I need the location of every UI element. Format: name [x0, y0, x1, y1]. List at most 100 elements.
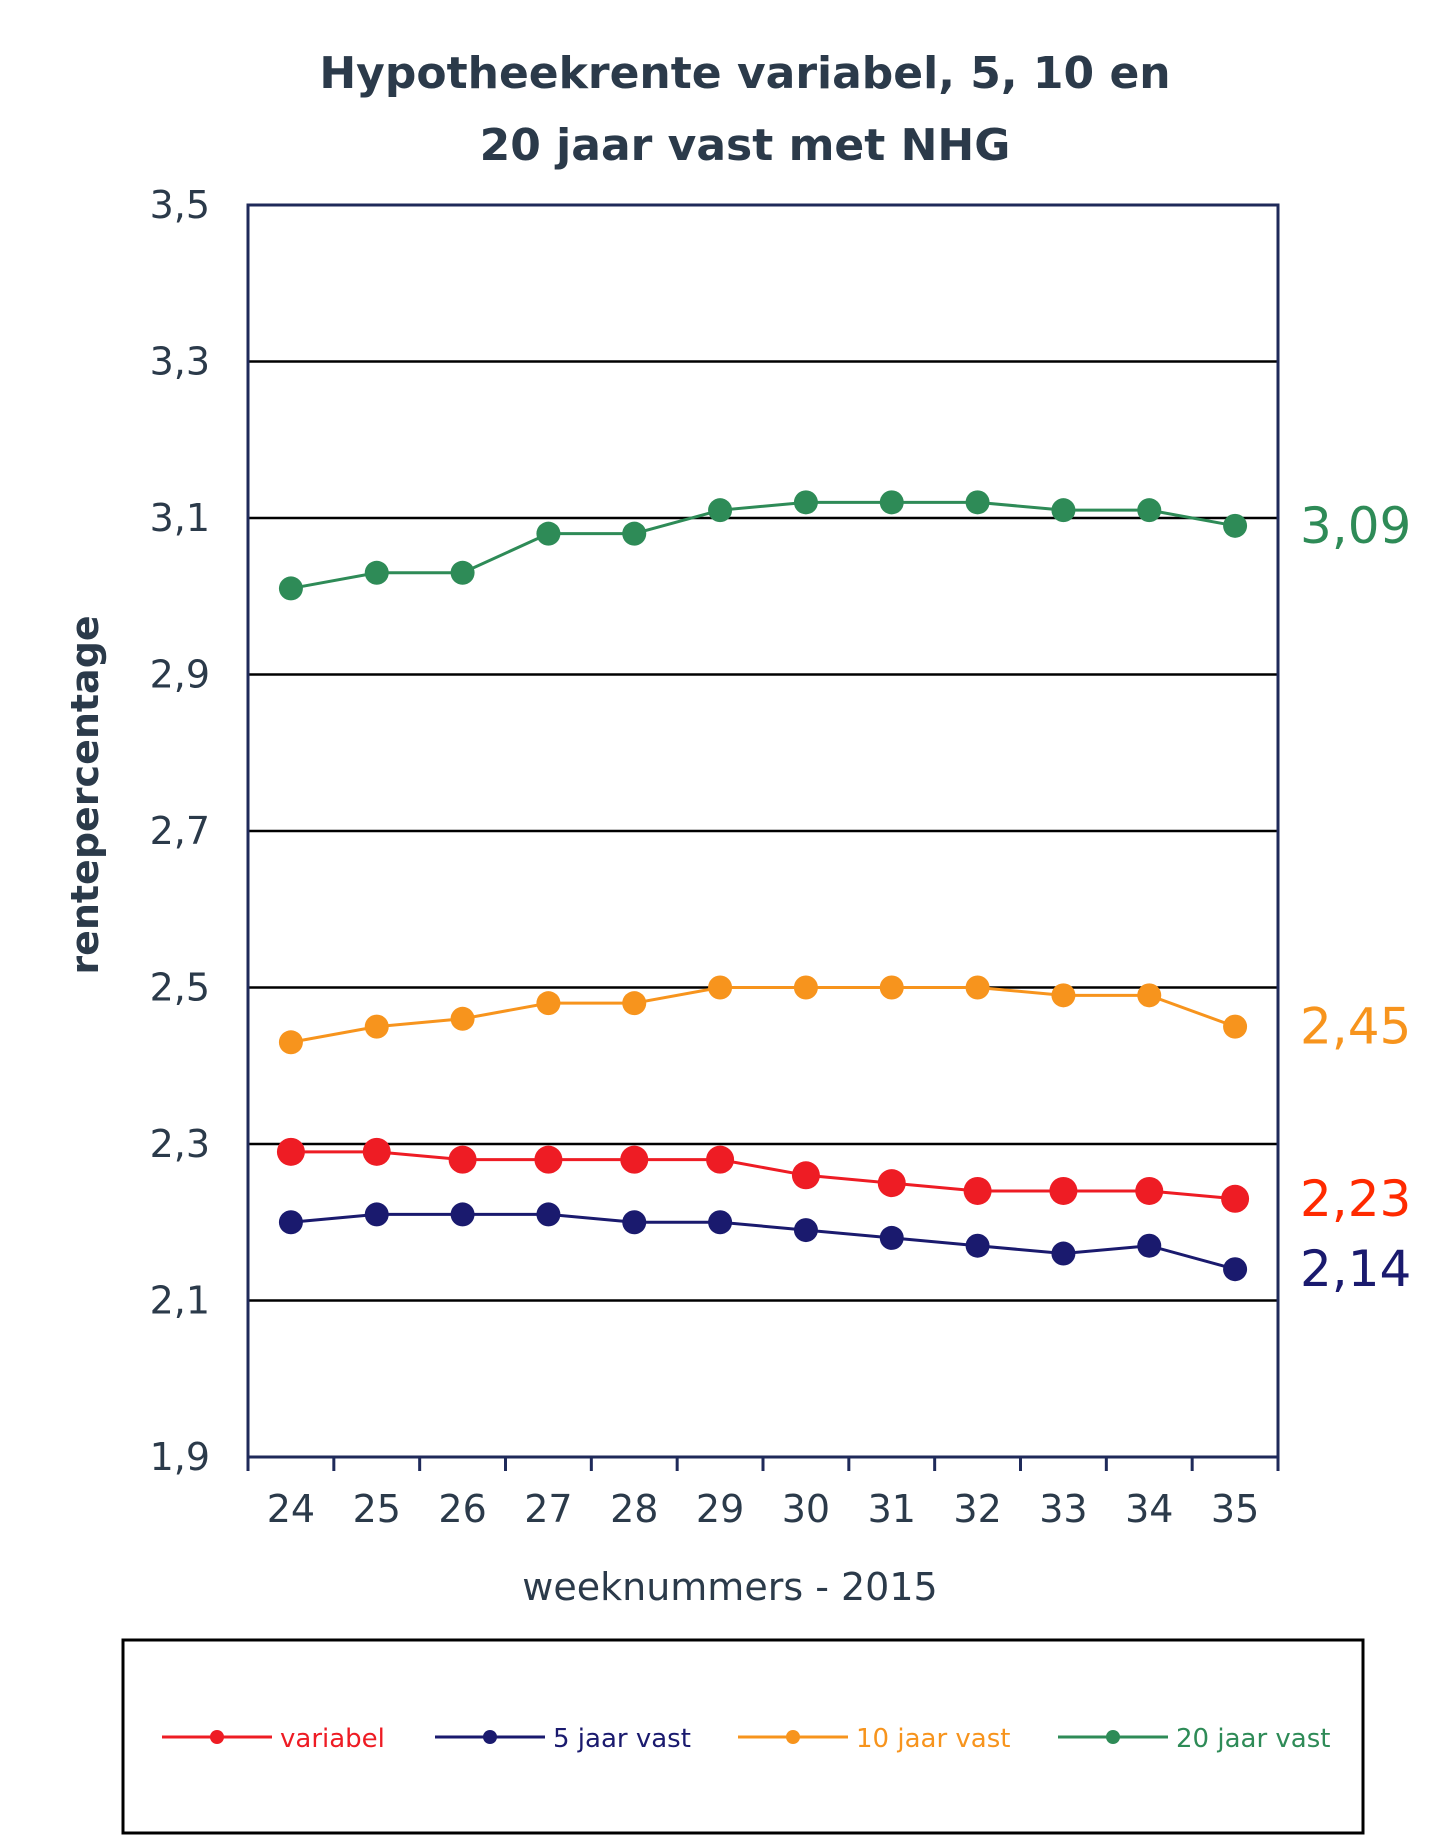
x-tick-label: 35 [1211, 1487, 1259, 1531]
y-tick-label: 2,5 [150, 966, 210, 1010]
data-point [965, 975, 990, 1000]
series-20-jaar-vast [278, 490, 1248, 601]
data-point [1223, 513, 1248, 538]
data-point [1137, 983, 1162, 1008]
x-tick-label: 34 [1125, 1487, 1173, 1531]
data-point [965, 490, 990, 515]
x-axis-ticks: 24 25 26 27 28 29 30 31 32 33 34 35 [246, 1457, 1280, 1531]
end-value-label: 2,23 [1300, 1170, 1411, 1228]
data-point [877, 1169, 906, 1198]
x-tick-label: 30 [782, 1487, 830, 1531]
data-point [708, 498, 733, 523]
data-point [1049, 1176, 1078, 1205]
end-value-label: 2,14 [1300, 1240, 1411, 1298]
y-tick-label: 3,5 [150, 183, 210, 227]
data-point [1223, 1014, 1248, 1039]
series-line [290, 1212, 1236, 1271]
data-point [1137, 1233, 1162, 1258]
x-tick-label: 28 [610, 1487, 658, 1531]
data-point [708, 975, 733, 1000]
data-point [1051, 983, 1076, 1008]
data-point [1051, 498, 1076, 523]
data-point [276, 1137, 305, 1166]
x-axis-title: weeknummers - 2015 [522, 1565, 937, 1609]
y-tick-label: 3,3 [150, 340, 210, 384]
series-10-jaar-vast [278, 975, 1248, 1055]
data-point [879, 975, 904, 1000]
legend-item: variabel [162, 1724, 385, 1754]
x-tick-label: 33 [1039, 1487, 1087, 1531]
data-point [1223, 1257, 1248, 1282]
data-point [791, 1161, 820, 1190]
data-point [706, 1145, 735, 1174]
data-point [450, 560, 475, 585]
x-tick-label: 31 [868, 1487, 916, 1531]
end-labels: 2,23 2,14 2,45 3,09 [1300, 497, 1411, 1298]
data-point [278, 576, 303, 601]
y-tick-label: 1,9 [150, 1435, 210, 1479]
legend-label: 20 jaar vast [1176, 1724, 1330, 1754]
data-point [536, 1202, 561, 1227]
legend-label: 10 jaar vast [856, 1724, 1010, 1754]
y-tick-label: 2,7 [150, 809, 210, 853]
legend-swatch-marker [210, 1730, 224, 1744]
data-point [1137, 498, 1162, 523]
x-tick-label: 24 [267, 1487, 315, 1531]
series-variabel [276, 1137, 1250, 1213]
data-point [362, 1137, 391, 1166]
data-point [708, 1210, 733, 1235]
legend-item: 10 jaar vast [738, 1724, 1010, 1754]
data-point [879, 1225, 904, 1250]
legend-label: 5 jaar vast [553, 1724, 691, 1754]
data-point [536, 521, 561, 546]
series-line [290, 500, 1236, 590]
y-axis-title: rentepercentage [63, 615, 107, 974]
data-point [364, 1014, 389, 1039]
data-point [622, 1210, 647, 1235]
series-5-jaar-vast [278, 1202, 1248, 1282]
y-tick-label: 2,3 [150, 1122, 210, 1166]
data-point [534, 1145, 563, 1174]
legend-item: 20 jaar vast [1058, 1724, 1330, 1754]
data-point [793, 490, 818, 515]
data-point [622, 521, 647, 546]
x-tick-label: 25 [353, 1487, 401, 1531]
legend-swatch-marker [1106, 1730, 1120, 1744]
data-point [620, 1145, 649, 1174]
data-point [879, 490, 904, 515]
data-point [1221, 1184, 1250, 1213]
x-tick-label: 32 [953, 1487, 1001, 1531]
data-point [965, 1233, 990, 1258]
legend-swatch-marker [786, 1730, 800, 1744]
chart-title-line1: Hypotheekrente variabel, 5, 10 en [319, 48, 1170, 99]
series-line [290, 986, 1236, 1044]
data-point [793, 1218, 818, 1243]
legend-item: 5 jaar vast [435, 1724, 691, 1754]
end-value-label: 3,09 [1300, 497, 1411, 555]
data-point [536, 991, 561, 1016]
data-point [278, 1210, 303, 1235]
y-tick-label: 2,9 [150, 653, 210, 697]
data-point [1135, 1176, 1164, 1205]
data-point [622, 991, 647, 1016]
data-point [793, 975, 818, 1000]
y-tick-label: 3,1 [150, 496, 210, 540]
data-point [364, 560, 389, 585]
y-tick-label: 2,1 [150, 1279, 210, 1323]
chart-title-line2: 20 jaar vast met NHG [480, 120, 1011, 171]
data-point [450, 1202, 475, 1227]
y-axis-ticks: 1,9 2,1 2,3 2,5 2,7 2,9 3,1 3,3 3,5 [150, 183, 210, 1479]
series-layer [276, 490, 1250, 1282]
x-tick-label: 29 [696, 1487, 744, 1531]
data-point [1051, 1241, 1076, 1266]
data-point [278, 1030, 303, 1055]
data-point [963, 1176, 992, 1205]
x-tick-label: 26 [438, 1487, 486, 1531]
data-point [448, 1145, 477, 1174]
data-point [364, 1202, 389, 1227]
data-point [450, 1006, 475, 1031]
legend-label: variabel [280, 1724, 385, 1754]
gridlines [248, 360, 1278, 1302]
series-line [290, 1150, 1236, 1201]
